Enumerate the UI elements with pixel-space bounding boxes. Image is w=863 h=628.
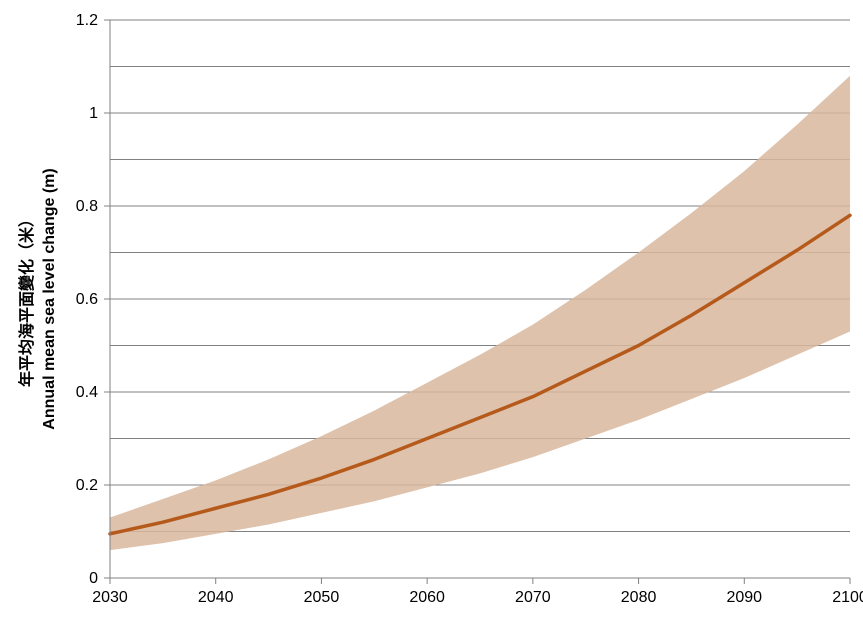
x-tick-label: 2050: [304, 589, 340, 606]
y-tick-label: 0: [89, 570, 98, 587]
y-axis-label-en: Annual mean sea level change (m): [41, 168, 58, 429]
x-tick-label: 2040: [198, 589, 234, 606]
y-tick-label: 0.6: [76, 291, 98, 308]
y-tick-label: 1: [89, 105, 98, 122]
sea-level-chart: 2030 2040 2050 2060 2070 2080 2090 2100 0 0.2 0.4 0…: [0, 0, 863, 628]
chart-svg: 2030 2040 2050 2060 2070 2080 2090 2100 0 0.2 0.4 0…: [0, 0, 863, 628]
x-tick-label: 2080: [621, 589, 657, 606]
x-tick-label: 2030: [92, 589, 128, 606]
y-tick-label: 0.8: [76, 198, 98, 215]
x-tick-label: 2090: [726, 589, 762, 606]
x-tick-label: 2060: [409, 589, 445, 606]
y-axis-label-zh: 年平均海平面變化（米）: [17, 211, 36, 387]
x-tick-label: 2070: [515, 589, 551, 606]
y-tick-label: 0.4: [76, 384, 98, 401]
x-tick-label: 2100: [832, 589, 863, 606]
y-tick-label: 1.2: [76, 12, 98, 29]
y-tick-label: 0.2: [76, 477, 98, 494]
